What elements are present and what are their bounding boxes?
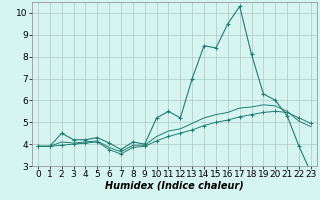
X-axis label: Humidex (Indice chaleur): Humidex (Indice chaleur) [105, 181, 244, 191]
